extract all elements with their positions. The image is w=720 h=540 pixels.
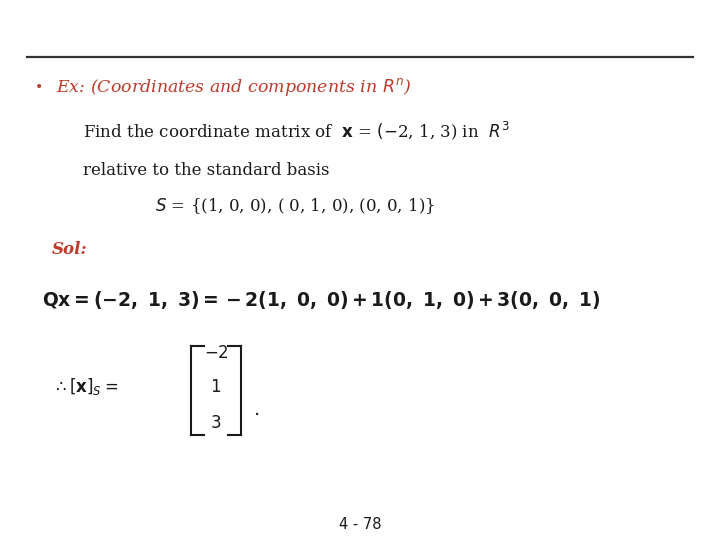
Text: Find the coordinate matrix of  $\mathbf{x}$ = $(-$2, 1, 3) in  $\mathit{R}^{3}$: Find the coordinate matrix of $\mathbf{x… bbox=[83, 119, 510, 142]
Text: Ex: (Coordinates and components in $\mathit{R}^{n}$): Ex: (Coordinates and components in $\mat… bbox=[56, 77, 412, 98]
Text: $3$: $3$ bbox=[210, 415, 222, 433]
Text: .: . bbox=[254, 400, 261, 419]
Text: $\mathbf{Qx=(-2,\ 1,\ 3)=-2(1,\ 0,\ 0)+1(0,\ 1,\ 0)+3(0,\ 0,\ 1)}$: $\mathbf{Qx=(-2,\ 1,\ 3)=-2(1,\ 0,\ 0)+1… bbox=[42, 289, 600, 310]
Text: Sol:: Sol: bbox=[52, 241, 87, 258]
Text: $1$: $1$ bbox=[210, 379, 222, 396]
Text: $\therefore [\mathbf{x}]_S =$: $\therefore [\mathbf{x}]_S =$ bbox=[52, 376, 118, 396]
Text: •: • bbox=[35, 80, 42, 94]
Text: relative to the standard basis: relative to the standard basis bbox=[83, 161, 329, 179]
Text: $\mathit{S}$ = {(1, 0, 0), ( 0, 1, 0), (0, 0, 1)}: $\mathit{S}$ = {(1, 0, 0), ( 0, 1, 0), (… bbox=[155, 197, 435, 216]
Text: 4 - 78: 4 - 78 bbox=[338, 517, 382, 532]
Text: $-2$: $-2$ bbox=[204, 345, 228, 362]
